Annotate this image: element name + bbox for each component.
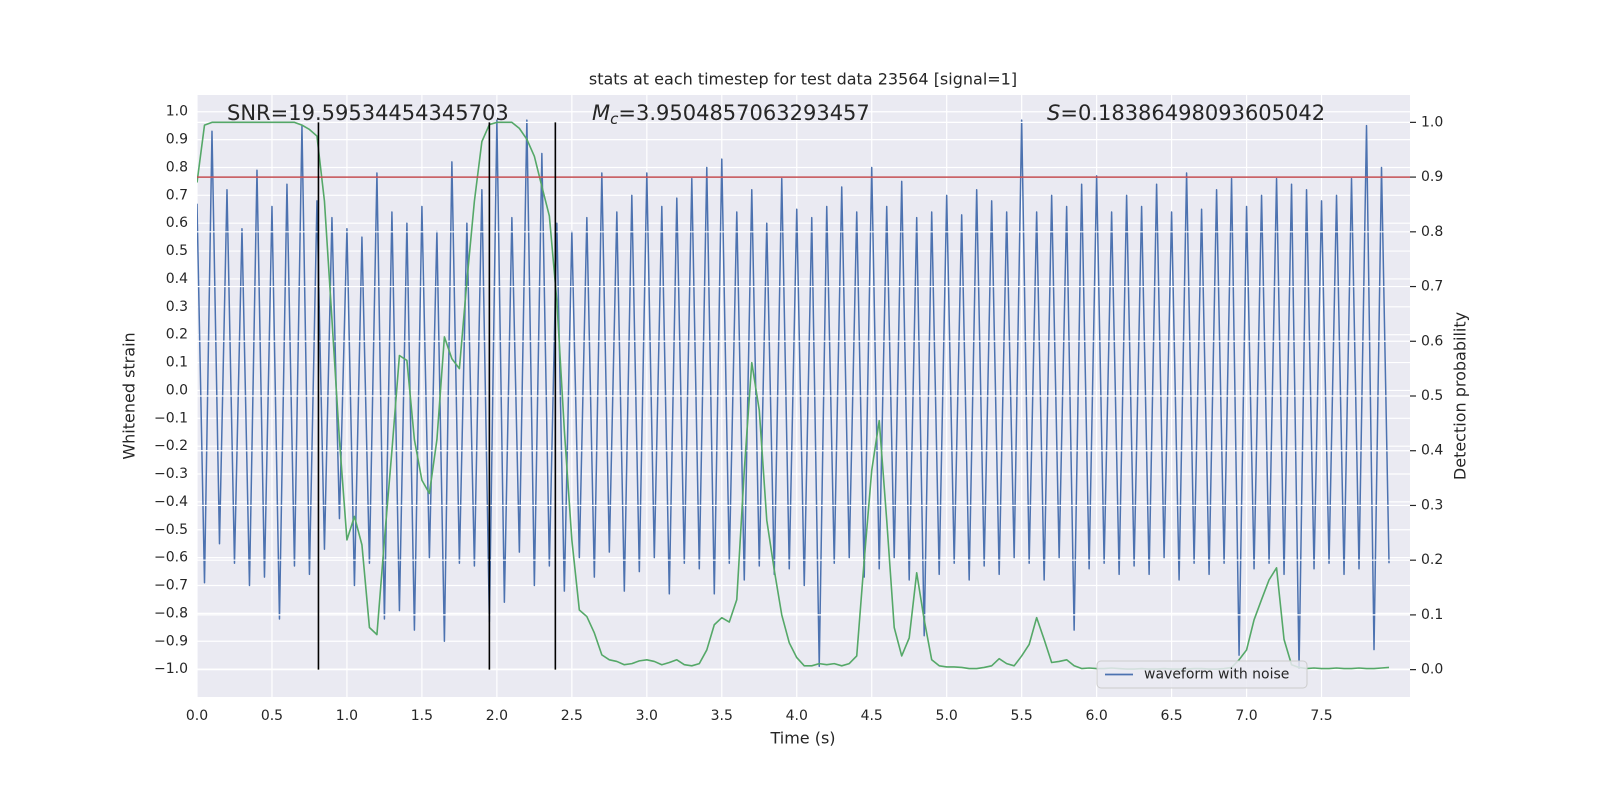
y2-tick-label: 0.3 [1421, 497, 1443, 513]
y-tick-label: 0.8 [166, 159, 188, 175]
y2-tick-label: 1.0 [1421, 114, 1443, 130]
back-layer [196, 95, 1410, 697]
y-tick-label: 0.5 [166, 243, 188, 259]
y2-tick-label: 0.6 [1421, 333, 1443, 349]
annotation-subscript: c [610, 110, 619, 128]
y-tick-label: −0.2 [154, 438, 188, 454]
y2-tick-label: 0.1 [1421, 607, 1443, 623]
x-tick-label: 1.5 [411, 708, 433, 724]
y-tick-label: 0.6 [166, 215, 188, 231]
y2-tick-label: 0.2 [1421, 552, 1443, 568]
y-tick-label: 0.9 [166, 132, 188, 148]
y-tick-label: −0.5 [154, 522, 188, 538]
y2-tick-label: 0.8 [1421, 224, 1443, 240]
annotation: Mc=3.9504857063293457 [592, 101, 870, 128]
x-tick-label: 5.5 [1011, 708, 1033, 724]
y-tick-label: 0.1 [166, 355, 188, 371]
y-tick-label: −0.1 [154, 410, 188, 426]
annotation-text: =0.18386498093605042 [1060, 101, 1325, 125]
x-tick-label: 4.5 [861, 708, 883, 724]
annotation-symbol: M [592, 101, 610, 125]
y2-tick-label: 0.9 [1421, 169, 1443, 185]
x-tick-label: 5.0 [936, 708, 958, 724]
y-tick-label: 1.0 [166, 104, 188, 120]
x-tick-label: 1.0 [336, 708, 358, 724]
x-tick-label: 3.5 [711, 708, 733, 724]
y-tick-label: −1.0 [154, 661, 188, 677]
y-tick-label: 0.3 [166, 299, 188, 315]
x-tick-label: 0.0 [186, 708, 208, 724]
y2-tick-label: 0.0 [1421, 662, 1443, 678]
y-tick-label: −0.4 [154, 494, 188, 510]
y-tick-label: 0.2 [166, 327, 188, 343]
chart-title: stats at each timestep for test data 235… [589, 70, 1017, 89]
y2-axis-label: Detection probability [1451, 312, 1470, 480]
y-tick-label: 0.4 [166, 271, 188, 287]
y-tick-label: 0.0 [166, 382, 188, 398]
x-tick-label: 7.5 [1310, 708, 1332, 724]
y-tick-label: −0.8 [154, 605, 188, 621]
x-tick-label: 2.5 [561, 708, 583, 724]
x-tick-label: 7.0 [1235, 708, 1257, 724]
x-tick-label: 6.5 [1160, 708, 1182, 724]
legend-label: waveform with noise [1144, 667, 1289, 683]
x-axis-label: Time (s) [769, 729, 835, 748]
y-tick-label: −0.7 [154, 578, 188, 594]
annotation: SNR=19.59534454345703 [227, 101, 509, 125]
y2-tick-label: 0.7 [1421, 279, 1443, 295]
annotation: S=0.18386498093605042 [1047, 101, 1325, 125]
y-axis-label: Whitened strain [120, 332, 139, 459]
plot-layer [197, 119, 1410, 671]
x-tick-label: 4.0 [786, 708, 808, 724]
x-tick-label: 3.0 [636, 708, 658, 724]
x-tick-label: 2.0 [486, 708, 508, 724]
y2-tick-label: 0.5 [1421, 388, 1443, 404]
y-tick-label: 0.7 [166, 187, 188, 203]
y-tick-label: −0.9 [154, 633, 188, 649]
annotation-text: =3.9504857063293457 [618, 101, 869, 125]
annotation-symbol: S [1047, 101, 1060, 125]
annotation-text: SNR=19.59534454345703 [227, 101, 509, 125]
y-tick-label: −0.3 [154, 466, 188, 482]
y2-tick-label: 0.4 [1421, 443, 1443, 459]
x-tick-label: 0.5 [261, 708, 283, 724]
legend-box [1096, 660, 1308, 689]
y-tick-label: −0.6 [154, 550, 188, 566]
x-tick-label: 6.0 [1085, 708, 1107, 724]
front-layer: −1.0 −0.9 −0.8 −0.7 −0.6 −0.5 −0.4 −0.3 −0.2 −0.1… [154, 101, 1443, 724]
